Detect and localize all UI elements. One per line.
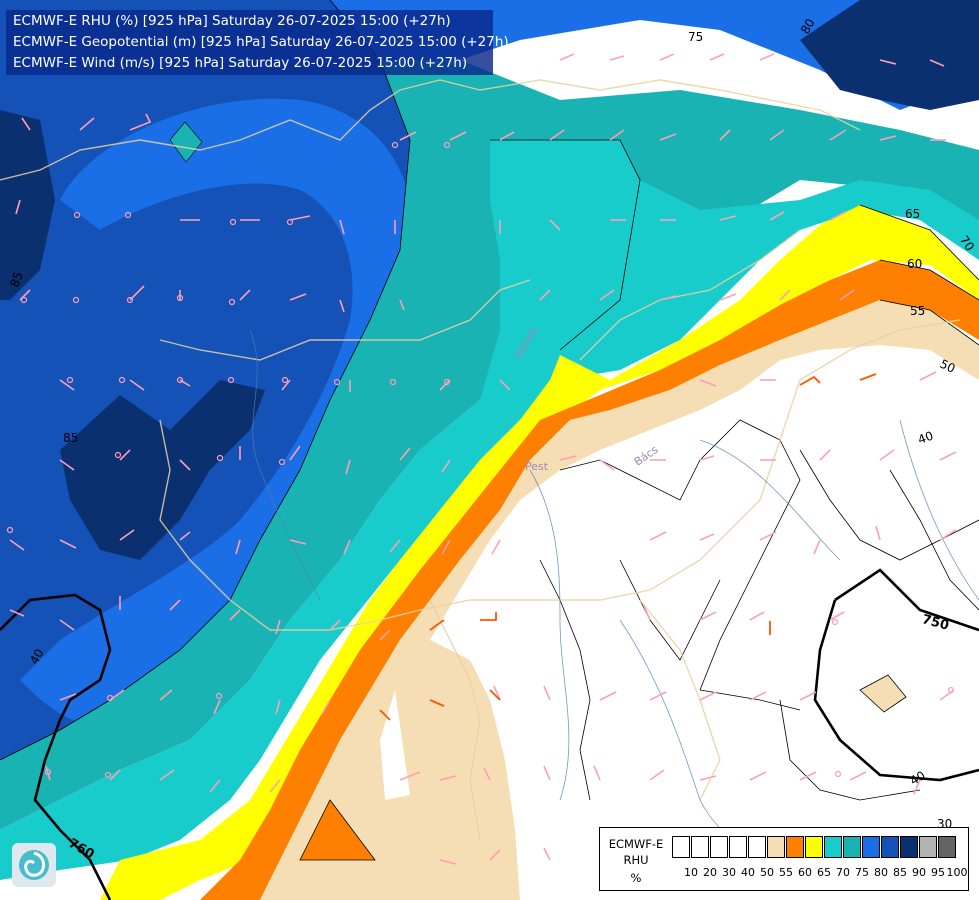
rhu-label-60: 60 bbox=[907, 257, 922, 271]
rhu-label-55: 55 bbox=[910, 304, 925, 318]
legend-tick-label: 85 bbox=[893, 866, 907, 879]
rhu-label-40a: 40 bbox=[916, 429, 935, 447]
rhu-label-75: 75 bbox=[688, 30, 703, 44]
legend-tick-label: 55 bbox=[779, 866, 793, 879]
legend-tick-label: 100 bbox=[946, 866, 968, 879]
legend-swatch bbox=[862, 836, 880, 858]
legend-swatch bbox=[767, 836, 785, 858]
rhu-label-40c: 40 bbox=[27, 646, 47, 666]
rhu-50-55-zone-south bbox=[320, 640, 520, 900]
legend-tick-label: 50 bbox=[760, 866, 774, 879]
legend-swatch bbox=[710, 836, 728, 858]
legend-title-model: ECMWF-E bbox=[608, 837, 664, 851]
rhu-65-70-zone bbox=[0, 140, 979, 880]
legend-swatch bbox=[786, 836, 804, 858]
geopotential-label-750: 750 bbox=[920, 612, 950, 634]
legend-swatch bbox=[919, 836, 937, 858]
rhu-85-90-pocket-1 bbox=[60, 380, 265, 560]
legend-swatch bbox=[900, 836, 918, 858]
rhu-wheat-diamond bbox=[859, 674, 907, 713]
legend-swatch bbox=[729, 836, 747, 858]
legend-swatch bbox=[824, 836, 842, 858]
legend-swatch bbox=[805, 836, 823, 858]
legend-tick-label: 75 bbox=[855, 866, 869, 879]
rhu-small-diamond bbox=[169, 121, 203, 163]
legend-tick-label: 20 bbox=[703, 866, 717, 879]
place-label-pest: Pest bbox=[525, 460, 549, 473]
rhu-label-80: 80 bbox=[798, 16, 818, 36]
legend-tick-label: 90 bbox=[912, 866, 926, 879]
title-line-wind: ECMWF-E Wind (m/s) [925 hPa] Saturday 26… bbox=[13, 55, 468, 71]
title-box: ECMWF-E RHU (%) [925 hPa] Saturday 26-07… bbox=[6, 10, 509, 75]
legend-swatch bbox=[691, 836, 709, 858]
legend-tick-label: 95 bbox=[931, 866, 945, 879]
legend-swatch bbox=[748, 836, 766, 858]
rhu-label-85a: 85 bbox=[7, 270, 25, 289]
rhu-label-85b: 85 bbox=[63, 431, 78, 445]
rhu-label-40b: 40 bbox=[908, 768, 928, 788]
legend-title-unit: % bbox=[630, 871, 642, 885]
ecmwf-logo-icon bbox=[12, 843, 56, 887]
legend-swatch bbox=[672, 836, 690, 858]
legend-tick-label: 70 bbox=[836, 866, 850, 879]
rhu-85-90-pocket-3 bbox=[800, 0, 979, 110]
legend-swatch bbox=[881, 836, 899, 858]
legend-tick-label: 65 bbox=[817, 866, 831, 879]
borders bbox=[0, 79, 961, 841]
legend-title-variable: RHU bbox=[623, 853, 649, 867]
geopotential-contours bbox=[0, 568, 979, 900]
rhu-label-65: 65 bbox=[905, 207, 920, 221]
rhu-label-50: 50 bbox=[938, 357, 958, 376]
legend-tick-label: 30 bbox=[722, 866, 736, 879]
legend-tick-label: 60 bbox=[798, 866, 812, 879]
wind-barbs bbox=[9, 53, 957, 865]
station-dots bbox=[6, 141, 955, 779]
wind-barbs-warm bbox=[379, 373, 877, 721]
title-line-geopotential: ECMWF-E Geopotential (m) [925 hPa] Satur… bbox=[13, 34, 509, 50]
title-line-rhu: ECMWF-E RHU (%) [925 hPa] Saturday 26-07… bbox=[13, 13, 451, 29]
legend-tick-label: 80 bbox=[874, 866, 888, 879]
legend: ECMWF-E RHU % 10 20 30 40 50 55 60 65 70 75 80 85 90… bbox=[599, 827, 969, 891]
legend-swatch bbox=[843, 836, 861, 858]
rhu-85-90-pocket-2 bbox=[0, 110, 55, 300]
rhu-55-60-patch bbox=[299, 799, 376, 861]
legend-tick-label: 40 bbox=[741, 866, 755, 879]
legend-tick-label: 10 bbox=[684, 866, 698, 879]
rhu-55-60-zone bbox=[200, 260, 979, 900]
legend-swatch bbox=[938, 836, 956, 858]
rhu-70-75-zone-sw bbox=[0, 600, 250, 820]
